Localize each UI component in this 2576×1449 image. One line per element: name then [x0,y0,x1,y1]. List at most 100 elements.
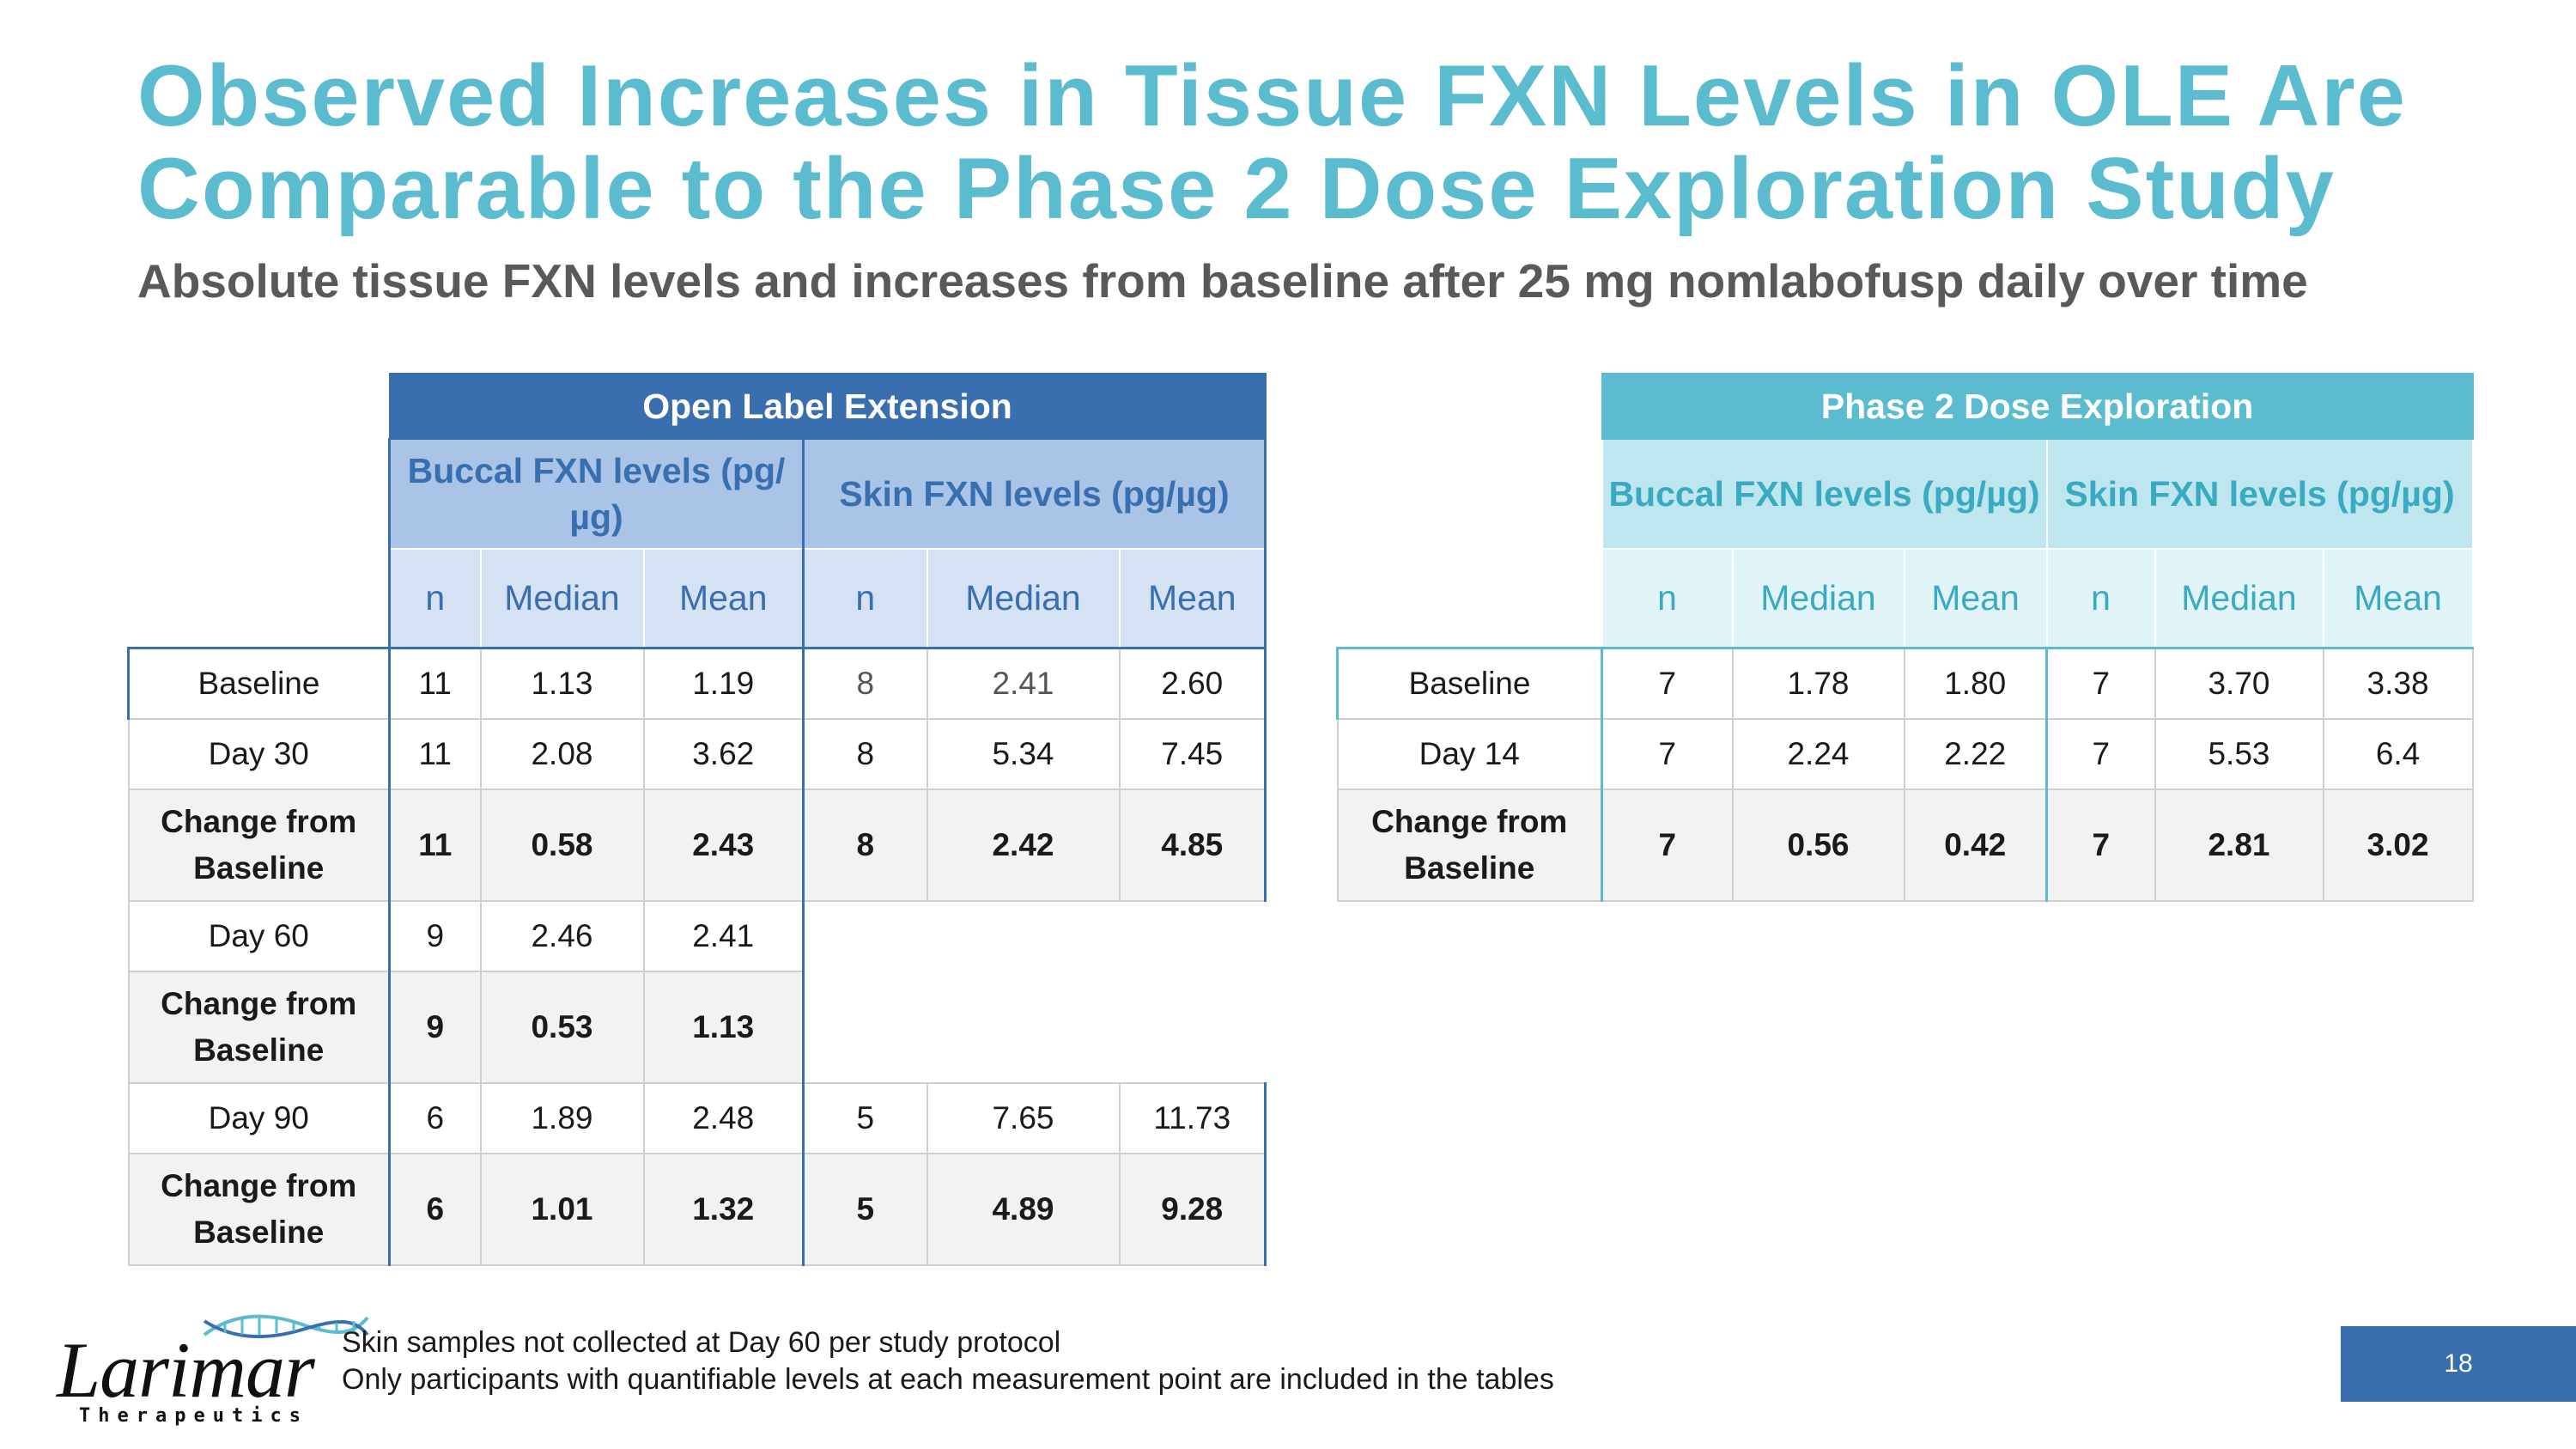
cell-value: 8 [802,647,928,720]
table-row: Change from Baseline 9 0.53 1.13 [127,971,1266,1084]
cell-value: 1.78 [1731,647,1905,720]
cell-value: 0.53 [479,971,645,1084]
p2-col-buccal-n: n [1601,548,1734,649]
cell-value: 8 [802,718,928,790]
cell-value: 11 [388,647,482,720]
larimar-logo: Larimar Therapeutics [57,1306,369,1427]
cell-value: 4.89 [926,1153,1121,1266]
cell-value: 4.85 [1118,788,1267,902]
cell-value: 1.19 [642,647,805,720]
table-row: Change from Baseline 7 0.56 0.42 7 2.81 … [1336,788,2474,902]
cell-value: 11.73 [1118,1082,1267,1154]
row-label: Day 60 [127,900,391,972]
cell-value: 3.02 [2322,788,2474,902]
slide-title-line-1: Observed Increases in Tissue FXN Levels … [137,48,2407,144]
cell-value: 1.01 [479,1153,645,1266]
ole-col-skin-mean: Mean [1118,548,1267,649]
cell-value: 3.70 [2154,647,2324,720]
cell-value: 0.42 [1903,788,2048,902]
ole-skin-header: Skin FXN levels (pg/µg) [802,438,1267,550]
logo-wordmark: Larimar [57,1326,315,1414]
p2-corner-3 [1338,549,1602,648]
ole-header: Open Label Extension [388,373,1267,440]
cell-value: 2.42 [926,788,1121,902]
empty-skin-cells [804,901,1266,971]
ole-buccal-header: Buccal FXN levels (pg/µg) [388,438,805,550]
p2-col-skin-median: Median [2154,548,2324,649]
p2-skin-header: Skin FXN levels (pg/µg) [2045,438,2474,550]
slide-title-line-2: Comparable to the Phase 2 Dose Explorati… [137,141,2336,237]
cell-value: 9 [388,900,482,972]
ole-col-skin-n: n [802,548,928,649]
cell-value: 5.53 [2154,718,2324,790]
cell-value: 2.41 [642,900,805,972]
phase2-table: Phase 2 Dose Exploration Buccal FXN leve… [1336,373,2474,902]
cell-value: 7 [2045,647,2156,720]
cell-value: 0.56 [1731,788,1905,902]
row-label: Day 30 [127,718,391,790]
cell-value: 2.08 [479,718,645,790]
row-label: Baseline [1336,647,1603,720]
cell-value: 7 [1601,647,1734,720]
p2-header: Phase 2 Dose Exploration [1601,373,2474,440]
table-row: Day 60 9 2.46 2.41 [127,900,1266,972]
p2-col-buccal-median: Median [1731,548,1905,649]
row-label: Baseline [127,647,391,720]
row-label: Change from Baseline [127,788,391,902]
ole-col-buccal-median: Median [479,548,645,649]
cell-value: 0.58 [479,788,645,902]
logo-subtitle: Therapeutics [79,1405,308,1427]
cell-value: 6.4 [2322,718,2474,790]
table-row: Change from Baseline 6 1.01 1.32 5 4.89 … [127,1153,1267,1266]
ole-corner-2 [129,439,390,549]
table-row: Change from Baseline 11 0.58 2.43 8 2.42… [127,788,1267,902]
cell-value: 6 [388,1082,482,1154]
table-row: Baseline 11 1.13 1.19 8 2.41 2.60 [127,647,1267,720]
cell-value: 5.34 [926,718,1121,790]
row-label: Change from Baseline [1336,788,1603,902]
cell-value: 1.13 [479,647,645,720]
ole-corner-3 [129,549,390,648]
cell-value: 7 [1601,788,1734,902]
cell-value: 2.41 [926,647,1121,720]
footnote-1: Skin samples not collected at Day 60 per… [342,1326,1061,1359]
cell-value: 2.24 [1731,718,1905,790]
row-label: Change from Baseline [127,971,391,1084]
cell-value: 2.22 [1903,718,2048,790]
p2-col-skin-mean: Mean [2322,548,2474,649]
cell-value: 2.81 [2154,788,2324,902]
cell-value: 7.65 [926,1082,1121,1154]
ole-col-skin-median: Median [926,548,1121,649]
row-label: Day 14 [1336,718,1603,790]
p2-buccal-header: Buccal FXN levels (pg/µg) [1601,438,2048,550]
row-label: Day 90 [127,1082,391,1154]
table-row: Day 90 6 1.89 2.48 5 7.65 11.73 [127,1082,1267,1154]
cell-value: 1.13 [642,971,805,1084]
cell-value: 2.60 [1118,647,1267,720]
dna-helix-icon [203,1314,369,1339]
cell-value: 3.62 [642,718,805,790]
p2-corner-2 [1338,439,1602,549]
cell-value: 7 [2045,718,2156,790]
slide-subtitle: Absolute tissue FXN levels and increases… [137,254,2308,307]
ole-col-buccal-mean: Mean [642,548,805,649]
table-row: Baseline 7 1.78 1.80 7 3.70 3.38 [1336,647,2474,720]
cell-value: 6 [388,1153,482,1266]
slide-title: Observed Increases in Tissue FXN Levels … [137,50,2542,235]
cell-value: 11 [388,788,482,902]
cell-value: 11 [388,718,482,790]
cell-value: 1.32 [642,1153,805,1266]
cell-value: 1.89 [479,1082,645,1154]
cell-value: 9.28 [1118,1153,1267,1266]
table-row: Day 14 7 2.24 2.22 7 5.53 6.4 [1336,718,2474,790]
cell-value: 9 [388,971,482,1084]
footnote-2: Only participants with quantifiable leve… [342,1363,1554,1396]
cell-value: 1.80 [1903,647,2048,720]
ole-corner [129,374,390,439]
cell-value: 8 [802,788,928,902]
cell-value: 2.48 [642,1082,805,1154]
cell-value: 7 [2045,788,2156,902]
table-row: Day 30 11 2.08 3.62 8 5.34 7.45 [127,718,1267,790]
p2-col-skin-n: n [2045,548,2156,649]
footnotes: Skin samples not collected at Day 60 per… [342,1324,1973,1398]
